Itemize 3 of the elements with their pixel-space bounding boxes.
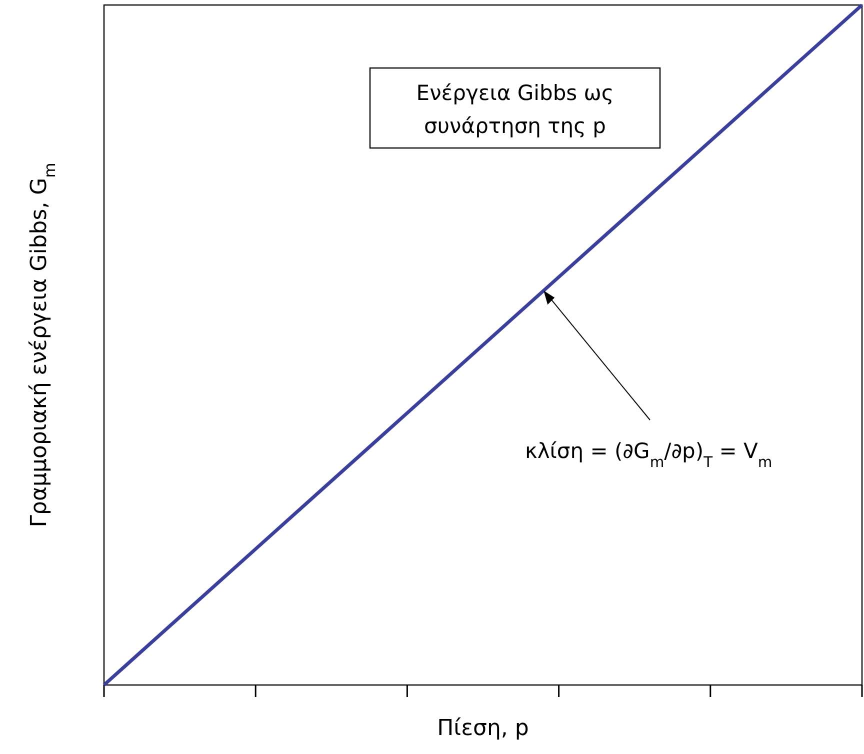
annotation: Ενέργεια Gibbs ως συνάρτηση της p: [416, 81, 614, 138]
x-axis-title: Πίεση, p: [437, 716, 529, 741]
annotation: κλίση = (∂G$_{m}$/∂p)$_{T}$ = V$_{m}$: [525, 439, 772, 470]
